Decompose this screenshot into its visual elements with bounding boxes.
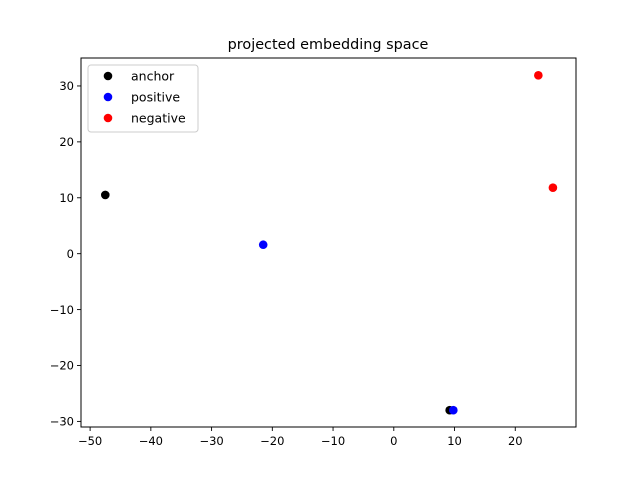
legend: anchor positive negative [87, 64, 199, 133]
y-axis: −30 −20 −10 0 10 20 30 [50, 79, 81, 429]
x-tick-label: 0 [390, 434, 397, 448]
x-tick-label: 10 [447, 434, 462, 448]
y-tick-label: 20 [59, 135, 74, 149]
x-tick-label: −30 [199, 434, 223, 448]
x-tick-label: −20 [260, 434, 284, 448]
point-positive-2 [449, 405, 458, 415]
x-tick-label: −10 [321, 434, 345, 448]
point-negative-1 [534, 71, 543, 80]
legend-marker-negative [103, 113, 113, 123]
point-negative-2 [548, 183, 558, 193]
y-tick-label: 10 [59, 191, 74, 205]
y-tick-label: −10 [50, 303, 74, 317]
x-tick-label: 20 [508, 434, 523, 448]
legend-label-positive: positive [131, 90, 180, 105]
point-anchor-1 [100, 190, 110, 200]
plot-frame [80, 57, 577, 428]
legend-marker-anchor [103, 71, 113, 81]
point-positive-1 [258, 240, 268, 250]
legend-box [87, 64, 199, 133]
x-tick-label: −50 [78, 434, 102, 448]
points-layer [100, 71, 558, 415]
legend-label-anchor: anchor [131, 69, 175, 84]
y-tick-label: 30 [59, 79, 74, 93]
x-tick-label: −40 [139, 434, 163, 448]
y-tick-label: 0 [67, 247, 74, 261]
chart-title: projected embedding space [228, 37, 429, 53]
y-tick-label: −30 [50, 415, 74, 429]
x-axis: −50 −40 −30 −20 −10 0 10 20 [78, 427, 523, 448]
legend-label-negative: negative [131, 111, 186, 126]
legend-marker-positive [103, 92, 113, 102]
y-tick-label: −20 [50, 359, 74, 373]
